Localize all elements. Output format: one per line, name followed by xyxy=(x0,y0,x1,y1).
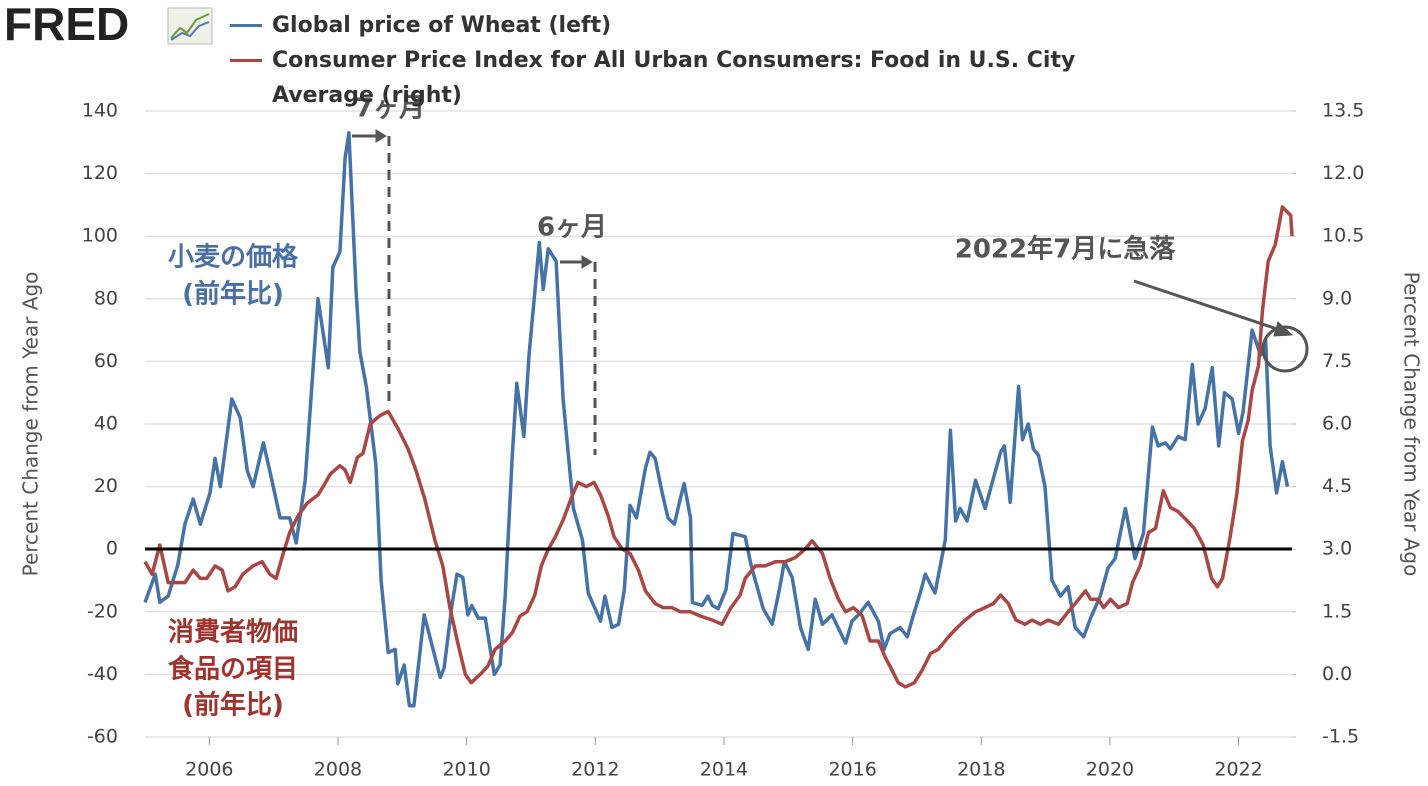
y2-tick-label: 0.0 xyxy=(1322,663,1352,685)
y2-axis-label: Percent Change from Year Ago xyxy=(1400,272,1424,577)
legend-swatch xyxy=(230,24,262,27)
y-tick-label: 40 xyxy=(94,413,118,435)
legend-swatch xyxy=(230,59,262,62)
y2-tick-label: 13.5 xyxy=(1322,100,1364,122)
brand-icon xyxy=(167,7,213,45)
y2-tick-label: 9.0 xyxy=(1322,287,1352,309)
x-tick-label: 2006 xyxy=(185,759,233,781)
annotation: 6ヶ月 xyxy=(537,213,607,243)
y2-tick-label: 7.5 xyxy=(1322,350,1352,372)
y-tick-label: 120 xyxy=(82,162,118,184)
series-label: 食品の項目 xyxy=(168,654,298,685)
series-label: (前年比) xyxy=(182,690,284,721)
y2-tick-label: 12.0 xyxy=(1322,162,1364,184)
series-label: 消費者物価 xyxy=(168,618,298,648)
y2-tick-label: 10.5 xyxy=(1322,225,1364,247)
y-tick-label: 100 xyxy=(82,225,118,247)
y-axis-label: Percent Change from Year Ago xyxy=(19,272,43,577)
legend-item: Global price of Wheat (left) xyxy=(230,8,1160,43)
series-line xyxy=(143,131,1290,708)
x-tick-label: 2016 xyxy=(828,759,876,781)
y-tick-label: -40 xyxy=(87,663,118,685)
y-tick-label: 0 xyxy=(106,538,118,560)
y-tick-label: 60 xyxy=(94,350,118,372)
y-tick-label: -20 xyxy=(87,600,118,622)
y-tick-label: -60 xyxy=(87,726,118,748)
x-tick-label: 2022 xyxy=(1214,759,1262,781)
series-label: (前年比) xyxy=(182,279,284,310)
y-tick-label: 140 xyxy=(82,100,118,122)
y2-tick-label: -1.5 xyxy=(1322,726,1359,748)
y2-tick-label: 6.0 xyxy=(1322,413,1352,435)
y2-tick-label: 3.0 xyxy=(1322,538,1352,560)
series-label: 小麦の価格 xyxy=(168,242,299,273)
legend-item: Consumer Price Index for All Urban Consu… xyxy=(230,43,1160,113)
annotation: 7ヶ月 xyxy=(355,94,425,124)
annotation: 2022年7月に急落 xyxy=(955,234,1176,265)
annotation-arrows xyxy=(352,129,1309,455)
x-tick-label: 2010 xyxy=(442,759,490,781)
y2-tick-label: 1.5 xyxy=(1322,600,1352,622)
x-tick-label: 2020 xyxy=(1086,759,1134,781)
x-tick-label: 2008 xyxy=(314,759,362,781)
x-tick-label: 2012 xyxy=(571,759,619,781)
brand: FRED xyxy=(4,0,129,50)
x-tick-label: 2018 xyxy=(957,759,1005,781)
legend-label: Global price of Wheat (left) xyxy=(272,13,612,38)
y-tick-label: 20 xyxy=(94,475,118,497)
legend-label: Consumer Price Index for All Urban Consu… xyxy=(272,48,1076,108)
legend: Global price of Wheat (left) Consumer Pri… xyxy=(230,8,1160,113)
y2-tick-label: 4.5 xyxy=(1322,475,1352,497)
series-line xyxy=(143,205,1294,689)
y-tick-label: 80 xyxy=(94,287,118,309)
x-tick-label: 2014 xyxy=(700,759,748,781)
